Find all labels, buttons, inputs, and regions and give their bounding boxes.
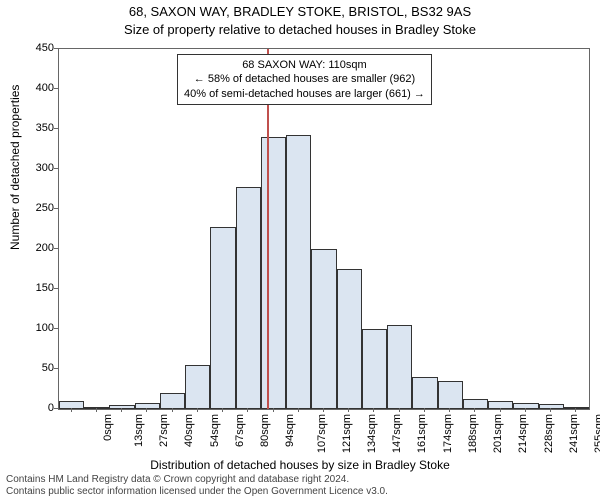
ytick-mark bbox=[54, 408, 58, 409]
xtick-mark bbox=[500, 408, 501, 412]
xtick-label: 174sqm bbox=[442, 414, 454, 453]
xtick-mark bbox=[474, 408, 475, 412]
xtick-label: 40sqm bbox=[183, 414, 195, 447]
histogram-bar bbox=[261, 137, 286, 409]
ytick-mark bbox=[54, 128, 58, 129]
xtick-mark bbox=[298, 408, 299, 412]
histogram-bar bbox=[286, 135, 311, 409]
chart-title-main: 68, SAXON WAY, BRADLEY STOKE, BRISTOL, B… bbox=[0, 4, 600, 19]
histogram-bar bbox=[387, 325, 412, 409]
xtick-label: 147sqm bbox=[391, 414, 403, 453]
histogram-bar bbox=[160, 393, 185, 409]
xtick-mark bbox=[71, 408, 72, 412]
histogram-bar bbox=[59, 401, 84, 409]
chart-container: 68, SAXON WAY, BRADLEY STOKE, BRISTOL, B… bbox=[0, 0, 600, 500]
ytick-label: 300 bbox=[14, 162, 54, 174]
attribution-text: Contains HM Land Registry data © Crown c… bbox=[6, 474, 388, 498]
histogram-bar bbox=[438, 381, 463, 409]
xtick-mark bbox=[575, 408, 576, 412]
ytick-label: 350 bbox=[14, 122, 54, 134]
ytick-label: 100 bbox=[14, 322, 54, 334]
histogram-bar bbox=[488, 401, 513, 409]
annotation-line1: 68 SAXON WAY: 110sqm bbox=[184, 58, 425, 72]
xtick-mark bbox=[273, 408, 274, 412]
xtick-label: 0sqm bbox=[102, 414, 114, 441]
xtick-label: 121sqm bbox=[341, 414, 353, 453]
xtick-label: 241sqm bbox=[568, 414, 580, 453]
xtick-label: 201sqm bbox=[492, 414, 504, 453]
ytick-mark bbox=[54, 168, 58, 169]
xtick-mark bbox=[172, 408, 173, 412]
plot-area: 68 SAXON WAY: 110sqm← 58% of detached ho… bbox=[58, 48, 590, 410]
xtick-mark bbox=[96, 408, 97, 412]
xtick-label: 255sqm bbox=[593, 414, 600, 453]
xtick-mark bbox=[146, 408, 147, 412]
histogram-bar bbox=[337, 269, 362, 409]
annotation-box: 68 SAXON WAY: 110sqm← 58% of detached ho… bbox=[177, 54, 432, 105]
xtick-mark bbox=[373, 408, 374, 412]
xtick-mark bbox=[399, 408, 400, 412]
xtick-mark bbox=[424, 408, 425, 412]
histogram-bar bbox=[236, 187, 261, 409]
histogram-bar bbox=[185, 365, 210, 409]
xtick-mark bbox=[525, 408, 526, 412]
ytick-label: 400 bbox=[14, 82, 54, 94]
xtick-mark bbox=[323, 408, 324, 412]
ytick-label: 450 bbox=[14, 42, 54, 54]
ytick-label: 200 bbox=[14, 242, 54, 254]
ytick-label: 50 bbox=[14, 362, 54, 374]
attribution-line1: Contains HM Land Registry data © Crown c… bbox=[6, 474, 388, 486]
xtick-mark bbox=[550, 408, 551, 412]
x-axis-label: Distribution of detached houses by size … bbox=[0, 458, 600, 472]
xtick-label: 134sqm bbox=[366, 414, 378, 453]
xtick-mark bbox=[247, 408, 248, 412]
chart-title-sub: Size of property relative to detached ho… bbox=[0, 22, 600, 37]
annotation-line3: 40% of semi-detached houses are larger (… bbox=[184, 87, 425, 101]
xtick-label: 94sqm bbox=[284, 414, 296, 447]
histogram-bar bbox=[311, 249, 336, 409]
ytick-mark bbox=[54, 368, 58, 369]
histogram-bar bbox=[513, 403, 538, 409]
xtick-mark bbox=[222, 408, 223, 412]
xtick-mark bbox=[121, 408, 122, 412]
ytick-mark bbox=[54, 248, 58, 249]
ytick-mark bbox=[54, 288, 58, 289]
xtick-mark bbox=[449, 408, 450, 412]
xtick-label: 214sqm bbox=[518, 414, 530, 453]
histogram-bar bbox=[84, 407, 109, 409]
ytick-mark bbox=[54, 208, 58, 209]
ytick-mark bbox=[54, 48, 58, 49]
xtick-label: 161sqm bbox=[417, 414, 429, 453]
xtick-label: 80sqm bbox=[259, 414, 271, 447]
xtick-mark bbox=[348, 408, 349, 412]
xtick-label: 188sqm bbox=[467, 414, 479, 453]
ytick-label: 0 bbox=[14, 402, 54, 414]
xtick-label: 54sqm bbox=[209, 414, 221, 447]
xtick-label: 107sqm bbox=[316, 414, 328, 453]
attribution-line2: Contains public sector information licen… bbox=[6, 486, 388, 498]
histogram-bar bbox=[362, 329, 387, 409]
ytick-label: 150 bbox=[14, 282, 54, 294]
ytick-label: 250 bbox=[14, 202, 54, 214]
histogram-bar bbox=[412, 377, 437, 409]
xtick-label: 228sqm bbox=[543, 414, 555, 453]
histogram-bar bbox=[210, 227, 235, 409]
ytick-mark bbox=[54, 88, 58, 89]
xtick-mark bbox=[197, 408, 198, 412]
ytick-mark bbox=[54, 328, 58, 329]
xtick-label: 13sqm bbox=[133, 414, 145, 447]
xtick-label: 67sqm bbox=[234, 414, 246, 447]
xtick-label: 27sqm bbox=[158, 414, 170, 447]
annotation-line2: ← 58% of detached houses are smaller (96… bbox=[184, 72, 425, 86]
